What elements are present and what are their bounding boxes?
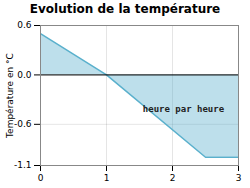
svg-text:0: 0 xyxy=(38,173,44,183)
svg-text:1: 1 xyxy=(104,173,110,183)
svg-text:Température en °C: Température en °C xyxy=(5,53,15,139)
svg-text:-1.1: -1.1 xyxy=(14,160,32,170)
svg-text:2: 2 xyxy=(170,173,176,183)
svg-text:heure par heure: heure par heure xyxy=(143,104,225,114)
html-text:Evolution de la température: Evolution de la température xyxy=(29,2,221,16)
svg-text:0.6: 0.6 xyxy=(17,20,32,30)
svg-text:-0.6: -0.6 xyxy=(14,119,32,129)
svg-text:0.0: 0.0 xyxy=(17,70,32,80)
svg-text:3: 3 xyxy=(236,173,242,183)
